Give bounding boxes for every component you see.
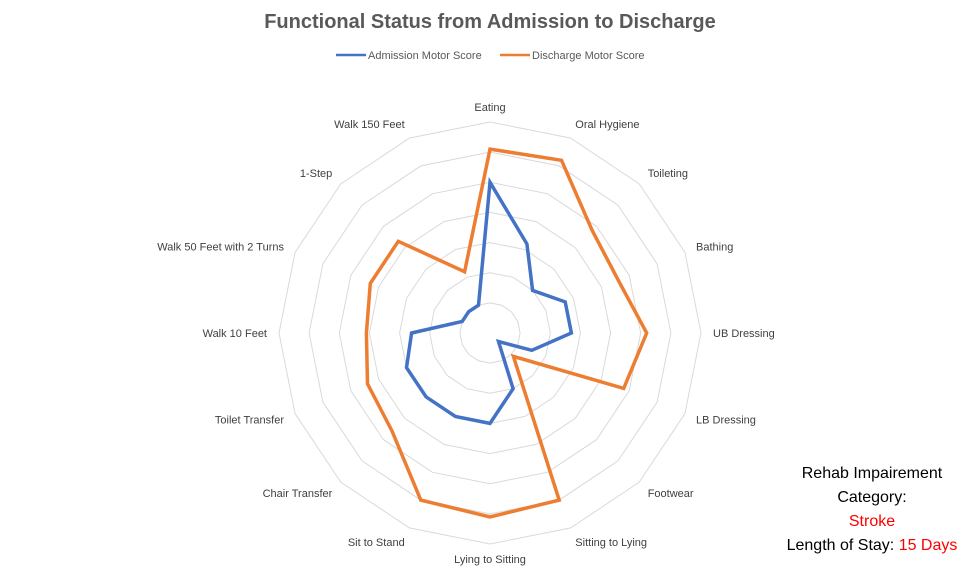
category-label-ub-dressing: UB Dressing [713, 328, 775, 340]
grid-ring-5 [338, 181, 642, 485]
category-label-toileting: Toileting [648, 168, 688, 180]
category-label-walk-10-feet: Walk 10 Feet [203, 328, 267, 340]
category-label-sitting-to-lying: Sitting to Lying [575, 537, 647, 549]
impairment-label-line2: Category: [837, 489, 907, 506]
grid-ring-7 [278, 121, 702, 545]
category-label-1-step: 1-Step [300, 168, 332, 180]
category-label-lying-to-sitting: Lying to Sitting [454, 554, 526, 566]
category-label-bathing: Bathing [696, 242, 733, 254]
info-box: Rehab Impairement Category: Stroke Lengt… [772, 462, 972, 558]
legend: Admission Motor Score Discharge Motor Sc… [336, 50, 645, 62]
radar-grid [278, 121, 702, 545]
category-labels: Eating Oral Hygiene Toileting Bathing UB Dre… [157, 102, 775, 566]
series-line-discharge-motor-score [364, 147, 649, 519]
impairment-label-line1: Rehab Impairement [801, 465, 943, 482]
legend-label-discharge: Discharge Motor Score [532, 50, 645, 62]
chart-title: Functional Status from Admission to Disc… [264, 11, 716, 33]
category-label-footwear: Footwear [648, 488, 694, 500]
grid-ring-6 [308, 151, 672, 515]
series-line-admission-motor-score [404, 176, 574, 426]
category-label-oral-hygiene: Oral Hygiene [575, 119, 639, 131]
length-of-stay: Length of Stay: 15 Days [772, 534, 972, 558]
category-label-toilet-transfer: Toilet Transfer [215, 415, 284, 427]
category-label-walk-50-feet-with-2-turns: Walk 50 Feet with 2 Turns [157, 242, 284, 254]
legend-label-admission: Admission Motor Score [368, 50, 482, 62]
series-layer [364, 147, 649, 519]
category-label-walk-150-feet: Walk 150 Feet [334, 119, 405, 131]
category-label-eating: Eating [474, 102, 505, 114]
grid-ring-2 [429, 272, 551, 394]
category-label-sit-to-stand: Sit to Stand [348, 537, 405, 549]
grid-ring-4 [368, 211, 612, 455]
los-label: Length of Stay: [786, 537, 895, 554]
impairment-category: Stroke [848, 513, 896, 530]
los-value: 15 Days [898, 537, 958, 554]
category-label-chair-transfer: Chair Transfer [263, 488, 333, 500]
category-label-lb-dressing: LB Dressing [696, 415, 756, 427]
